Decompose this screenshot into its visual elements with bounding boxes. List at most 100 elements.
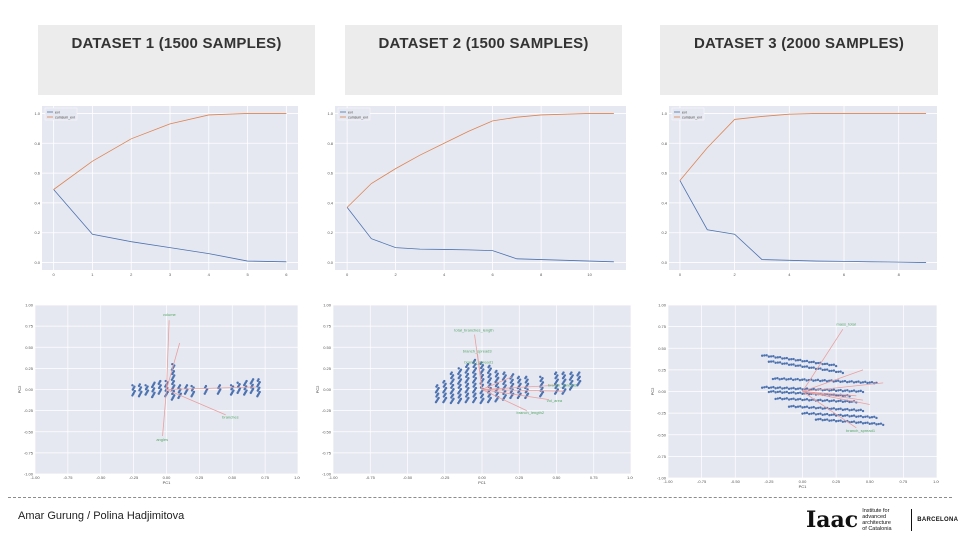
x-tick-label: 0.75 (590, 475, 599, 480)
x-tick-label: 1 (91, 272, 94, 277)
scatter-point (466, 382, 470, 386)
scatter-point (794, 359, 797, 362)
scatter-point (467, 367, 470, 370)
scatter-point (839, 388, 842, 392)
scatter-point (436, 384, 439, 387)
scatter-point (539, 375, 542, 379)
scatter-point (466, 362, 470, 366)
scatter-point (837, 370, 840, 373)
scatter-point (873, 415, 876, 418)
scatter-point (480, 361, 483, 364)
scatter-point (258, 380, 261, 384)
scatter-point (816, 399, 820, 402)
scatter-point (796, 391, 800, 395)
scatter-point (258, 386, 261, 390)
y-tick-label: -0.50 (322, 429, 332, 434)
scatter-point (457, 367, 460, 370)
loading-arrow (478, 364, 483, 390)
scatter-point (459, 383, 462, 387)
scatter-point (870, 422, 874, 425)
scatter-point (444, 392, 447, 395)
x-tick-label: 1.00 (627, 475, 633, 480)
scatter-point (218, 384, 222, 387)
scatter-point (848, 400, 851, 404)
scatter-point (781, 387, 784, 390)
scatter-point (452, 397, 455, 401)
scatter-point (814, 379, 817, 382)
scatter-point (179, 392, 183, 395)
x-tick-label: 0.25 (832, 479, 841, 484)
scatter-point (839, 413, 842, 417)
scatter-point (796, 405, 800, 408)
y-tick-label: 0.50 (658, 346, 667, 351)
scatter-point (861, 415, 865, 419)
scatter-point (864, 380, 867, 384)
scatter-point (823, 362, 827, 366)
scatter-point (504, 394, 507, 397)
scatter-point (823, 399, 827, 402)
scatter-point (796, 359, 800, 362)
scatter-point (848, 415, 851, 418)
scatter-point (864, 415, 867, 418)
scatter-point (159, 384, 162, 387)
y-tick-label: -1.00 (24, 472, 34, 477)
y-tick-label: 0.8 (661, 141, 667, 146)
scatter-point (526, 378, 529, 381)
scatter-point (850, 389, 854, 393)
scatter-point (781, 391, 784, 394)
loading-arrow (481, 389, 527, 411)
y-tick-label: 0.6 (327, 171, 333, 176)
scatter-point (769, 360, 773, 363)
scatter-point (541, 381, 545, 384)
scatter-point (819, 412, 822, 415)
dataset-1-header: DATASET 1 (1500 SAMPLES) (38, 25, 315, 95)
scatter-point (459, 387, 463, 391)
scatter-point (823, 407, 827, 410)
scatter-point (785, 397, 789, 400)
scatter-point (481, 383, 485, 387)
scatter-point (852, 414, 856, 417)
y-tick-label: -1.00 (322, 472, 332, 477)
scatter-point (857, 380, 860, 383)
iaac-logo: Iaac Institute for advanced architecture o… (806, 508, 958, 532)
x-tick-label: -1.00 (30, 475, 40, 480)
scatter-point (808, 399, 811, 402)
scatter-point (868, 416, 871, 419)
scatter-point (146, 389, 150, 392)
scatter-point (444, 386, 448, 390)
x-tick-label: 0.25 (515, 475, 524, 480)
scatter-point (790, 405, 793, 408)
x-tick-label: 0 (679, 272, 682, 277)
scatter-point (812, 412, 815, 415)
x-tick-label: 10 (587, 272, 592, 277)
scatter-point (875, 416, 878, 420)
scatter-point (444, 382, 447, 386)
scatter-point (578, 371, 581, 374)
x-tick-label: 8 (540, 272, 543, 277)
scatter-point (816, 412, 820, 416)
scatter-point (778, 355, 782, 359)
scatter-point (839, 419, 842, 422)
x-tick-label: 0.00 (478, 475, 487, 480)
scatter-point (814, 413, 818, 416)
scatter-point (778, 378, 781, 381)
loading-label: angles (156, 437, 168, 442)
scatter-point (541, 390, 545, 394)
scatter-point (765, 354, 768, 357)
scatter-point (803, 405, 806, 409)
scatter-point (841, 420, 845, 423)
scatter-point (526, 382, 530, 386)
scatter-point (855, 415, 858, 418)
scatter-point (830, 369, 833, 372)
y-tick-label: -0.75 (24, 450, 34, 455)
y-tick-label: 0.2 (327, 230, 333, 235)
y-tick-label: 0.0 (34, 260, 40, 265)
scatter-point (808, 406, 811, 410)
scatter-point (146, 385, 149, 388)
y-tick-label: 1.00 (658, 303, 667, 308)
scatter-point (808, 366, 811, 370)
scatter-point (823, 418, 827, 422)
scatter-point (489, 373, 492, 376)
scatter-point (816, 418, 820, 421)
